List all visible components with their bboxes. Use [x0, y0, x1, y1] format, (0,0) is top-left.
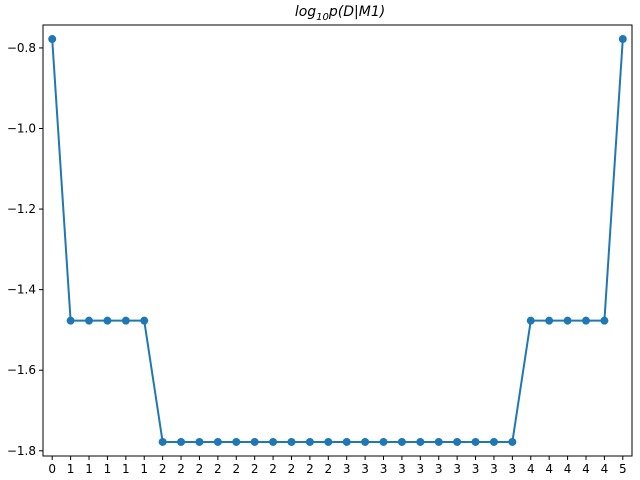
x-tick-label: 3: [380, 462, 388, 476]
y-axis: −1.8 −1.6 −1.4 −1.2 −1.0 −0.8: [7, 41, 43, 458]
title-subscript: 10: [316, 12, 329, 23]
data-point: [618, 35, 627, 44]
x-tick-label: 0: [48, 462, 56, 476]
x-tick-label: 4: [564, 462, 572, 476]
data-point: [250, 437, 259, 446]
data-point: [379, 437, 388, 446]
x-tick-label: 4: [545, 462, 553, 476]
y-tick-label: −1.8: [7, 444, 36, 458]
data-point: [453, 437, 462, 446]
data-point: [213, 437, 222, 446]
x-tick-label: 1: [85, 462, 93, 476]
data-point: [305, 437, 314, 446]
x-tick-label: 2: [288, 462, 296, 476]
x-tick-label: 2: [159, 462, 167, 476]
x-tick-label: 2: [214, 462, 222, 476]
chart-title: log10p(D|M1): [295, 4, 385, 23]
x-tick-label: 2: [306, 462, 314, 476]
data-point: [397, 437, 406, 446]
x-tick-label: 3: [490, 462, 498, 476]
data-point: [177, 437, 186, 446]
data-point: [526, 316, 535, 325]
data-point: [195, 437, 204, 446]
x-tick-label: 3: [472, 462, 480, 476]
x-tick-label: 1: [140, 462, 148, 476]
data-point: [471, 437, 480, 446]
data-point: [48, 35, 57, 44]
x-tick-label: 2: [196, 462, 204, 476]
data-point: [489, 437, 498, 446]
x-tick-label: 2: [177, 462, 185, 476]
x-tick-label: 2: [232, 462, 240, 476]
x-tick-label: 4: [601, 462, 609, 476]
title-prefix: log: [295, 4, 316, 20]
x-tick-label: 3: [343, 462, 351, 476]
x-tick-label: 1: [104, 462, 112, 476]
data-point: [324, 437, 333, 446]
x-tick-label: 1: [122, 462, 130, 476]
data-point: [140, 316, 149, 325]
x-tick-label: 3: [435, 462, 443, 476]
data-point: [361, 437, 370, 446]
title-suffix: p(D|M1): [328, 4, 385, 20]
data-point: [103, 316, 112, 325]
x-tick-label: 3: [509, 462, 517, 476]
y-tick-label: −1.0: [7, 121, 36, 135]
x-tick-label: 2: [251, 462, 259, 476]
data-point: [269, 437, 278, 446]
data-point: [563, 316, 572, 325]
axes-frame: [42, 24, 633, 457]
x-tick-label: 3: [398, 462, 406, 476]
data-point: [434, 437, 443, 446]
y-tick-label: −1.6: [7, 363, 36, 377]
data-point: [545, 316, 554, 325]
series-line: [51, 38, 624, 443]
x-tick-label: 1: [67, 462, 75, 476]
data-point: [158, 437, 167, 446]
x-tick-label: 2: [324, 462, 332, 476]
data-point: [581, 316, 590, 325]
y-tick-label: −1.4: [7, 283, 36, 297]
x-tick-label: 4: [582, 462, 590, 476]
x-tick-label: 2: [269, 462, 277, 476]
y-tick-label: −1.2: [7, 202, 36, 216]
data-point: [600, 316, 609, 325]
y-tick-label: −0.8: [7, 41, 36, 55]
x-tick-label: 5: [619, 462, 627, 476]
x-tick-label: 4: [527, 462, 535, 476]
data-point: [342, 437, 351, 446]
x-tick-label: 3: [361, 462, 369, 476]
data-point: [85, 316, 94, 325]
x-tick-label: 3: [417, 462, 425, 476]
data-point: [232, 437, 241, 446]
data-point: [121, 316, 130, 325]
series-markers: [48, 35, 627, 446]
data-point: [508, 437, 517, 446]
x-tick-label: 3: [453, 462, 461, 476]
data-point: [287, 437, 296, 446]
data-point: [66, 316, 75, 325]
data-point: [416, 437, 425, 446]
